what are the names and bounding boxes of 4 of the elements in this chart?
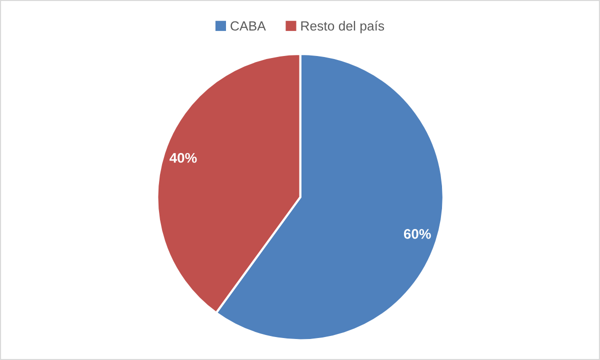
data-label: 60% xyxy=(404,229,431,239)
legend-label: Resto del país xyxy=(301,20,384,34)
data-label: 40% xyxy=(170,152,197,163)
legend-label: CABA xyxy=(230,21,266,31)
